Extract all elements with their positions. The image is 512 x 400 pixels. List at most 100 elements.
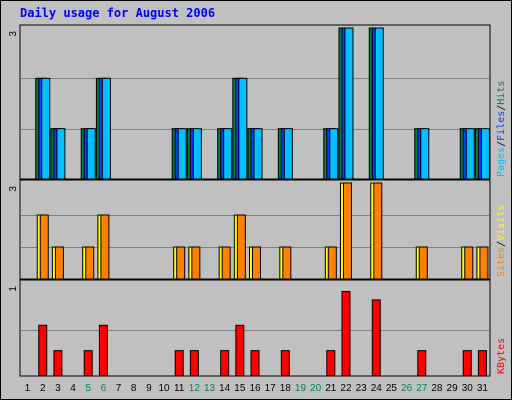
bar-sites-day-14	[221, 246, 231, 280]
bar-kbytes-day-27	[417, 350, 427, 377]
x-tick-label-day-21: 21	[325, 383, 337, 394]
legend-entry-1: /	[496, 141, 507, 147]
x-tick-label-day-30: 30	[462, 383, 474, 394]
x-tick-label-day-15: 15	[234, 383, 246, 394]
bar-sites-day-24	[373, 182, 383, 280]
bar-pages-day-16	[253, 128, 263, 180]
x-tick-label-day-2: 2	[40, 383, 46, 394]
bar-pages-day-12	[192, 128, 202, 180]
legend-entry-0: KBytes	[496, 338, 507, 374]
bar-kbytes-day-30	[462, 350, 472, 377]
x-tick-label-day-29: 29	[447, 383, 459, 394]
x-tick-label-day-3: 3	[55, 383, 61, 394]
bar-sites-day-18	[282, 246, 292, 280]
x-tick-label-day-1: 1	[25, 383, 31, 394]
legend-entry-2: Files	[496, 111, 507, 141]
bar-pages-day-27	[420, 128, 430, 180]
bar-sites-day-5	[85, 246, 95, 280]
bar-pages-day-11	[177, 128, 187, 180]
bar-kbytes-day-14	[220, 350, 230, 377]
x-tick-label-day-13: 13	[204, 383, 216, 394]
bar-kbytes-day-31	[477, 350, 487, 377]
x-tick-label-day-20: 20	[310, 383, 322, 394]
panel-max-label: 3	[8, 186, 19, 192]
bar-sites-day-31	[479, 246, 489, 280]
bar-kbytes-day-22	[341, 290, 351, 377]
legend-entry-4: Hits	[496, 81, 507, 105]
x-tick-label-day-16: 16	[249, 383, 261, 394]
bar-sites-day-16	[252, 246, 261, 280]
bar-kbytes-day-5	[83, 350, 93, 377]
legend-entry-0: Sites	[496, 247, 507, 277]
x-tick-label-day-27: 27	[416, 383, 428, 394]
bar-pages-day-3	[56, 128, 66, 180]
x-tick-label-day-11: 11	[174, 383, 185, 394]
panel-max-label: 1	[8, 286, 19, 292]
bar-sites-day-22	[342, 182, 352, 280]
bar-kbytes-day-12	[189, 350, 199, 377]
legend-entry-2: Visits	[496, 205, 507, 241]
bar-pages-day-22	[344, 27, 354, 180]
bar-sites-day-11	[176, 246, 186, 280]
bar-kbytes-day-18	[280, 350, 290, 377]
x-tick-label-day-28: 28	[431, 383, 443, 394]
x-tick-label-day-8: 8	[131, 383, 137, 394]
bar-pages-day-18	[283, 128, 293, 180]
bar-sites-day-27	[418, 246, 428, 280]
bar-kbytes-day-11	[174, 350, 184, 377]
x-tick-label-day-22: 22	[340, 383, 352, 394]
bar-pages-day-5	[86, 128, 96, 180]
bar-sites-day-3	[54, 246, 64, 280]
panel-legend: KBytes	[496, 338, 507, 374]
bar-sites-day-2	[39, 214, 49, 280]
bar-kbytes-day-15	[235, 324, 245, 377]
bar-pages-day-6	[101, 77, 111, 180]
bar-pages-day-15	[238, 77, 248, 180]
x-tick-label-day-5: 5	[85, 383, 91, 394]
x-tick-label-day-23: 23	[356, 383, 368, 394]
bar-kbytes-day-24	[371, 299, 381, 377]
bar-pages-day-24	[374, 27, 384, 180]
x-tick-label-day-10: 10	[158, 383, 170, 394]
panel-max-label: 3	[8, 31, 19, 37]
bar-sites-day-30	[464, 246, 474, 280]
panel-kbytes: 1 KBytes	[8, 279, 507, 377]
panel-visits-sites: 3 Sites/Visits	[8, 179, 507, 280]
x-tick-label-day-6: 6	[101, 383, 107, 394]
x-tick-label-day-14: 14	[219, 383, 231, 394]
bar-kbytes-day-2	[38, 324, 48, 377]
x-tick-label-day-24: 24	[371, 383, 383, 394]
legend-entry-0: Pages	[496, 147, 507, 177]
x-tick-label-day-19: 19	[295, 383, 307, 394]
x-tick-label-day-31: 31	[477, 383, 489, 394]
x-tick-label-day-7: 7	[116, 383, 122, 394]
panel-legend: Sites/Visits	[496, 205, 507, 277]
bar-pages-day-2	[41, 77, 51, 180]
bar-kbytes-day-21	[326, 350, 336, 377]
bar-kbytes-day-16	[250, 350, 260, 377]
x-axis-labels: 1 2 3 4 5 6 7 8 9 10 11 12 13 14 15 16 17 18 19 20 21 22 23 24 2…	[25, 383, 489, 394]
x-tick-label-day-26: 26	[401, 383, 413, 394]
bar-pages-day-31	[480, 128, 490, 180]
x-tick-label-day-12: 12	[189, 383, 201, 394]
x-tick-label-day-18: 18	[280, 383, 292, 394]
bar-sites-day-6	[100, 214, 110, 280]
x-tick-label-day-25: 25	[386, 383, 398, 394]
bar-sites-day-15	[236, 214, 246, 280]
bar-pages-day-21	[329, 128, 339, 180]
x-tick-label-day-9: 9	[146, 383, 152, 394]
bar-kbytes-day-6	[98, 324, 108, 377]
legend-entry-1: /	[496, 241, 507, 247]
bar-sites-day-21	[327, 246, 337, 280]
bar-kbytes-day-3	[53, 350, 63, 377]
bar-pages-day-14	[223, 128, 233, 180]
x-tick-label-day-17: 17	[265, 383, 277, 394]
chart-title: Daily usage for August 2006	[20, 6, 215, 20]
bar-pages-day-30	[465, 128, 475, 180]
legend-entry-3: /	[496, 105, 507, 111]
bar-sites-day-12	[191, 246, 201, 280]
x-tick-label-day-4: 4	[70, 383, 76, 394]
